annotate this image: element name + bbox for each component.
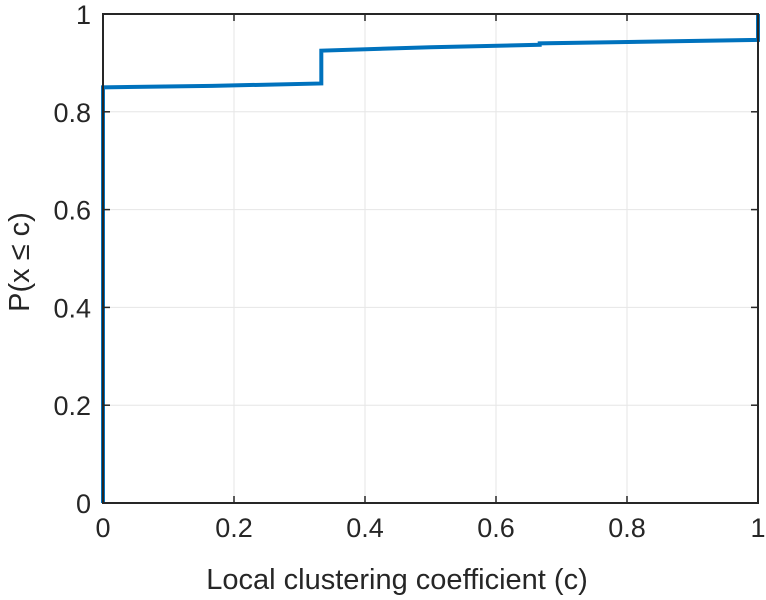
y-tick-label: 0.8 xyxy=(53,98,91,128)
x-tick-label: 0.8 xyxy=(608,513,646,543)
y-axis-label: P(x ≤ c) xyxy=(4,212,36,312)
x-tick-label: 0 xyxy=(95,513,110,543)
x-tick-label: 1 xyxy=(750,513,765,543)
x-tick-label: 0.4 xyxy=(346,513,384,543)
cdf-series-line xyxy=(101,14,760,503)
y-tick-label: 0 xyxy=(76,489,91,519)
x-axis-label: Local clustering coefficient (c) xyxy=(206,564,587,596)
x-tick-label: 0.2 xyxy=(215,513,253,543)
plot-frame xyxy=(102,13,759,504)
y-tick-label: 0.6 xyxy=(53,196,91,226)
axes xyxy=(102,13,759,504)
series-layer xyxy=(101,14,760,503)
x-tick-labels: 0 0.2 0.4 0.6 0.8 1 xyxy=(95,513,765,543)
x-tick-label: 0.6 xyxy=(477,513,515,543)
y-tick-label: 0.2 xyxy=(53,391,91,421)
y-tick-label: 0.4 xyxy=(53,293,91,323)
y-tick-labels: 0 0.2 0.4 0.6 0.8 1 xyxy=(53,0,91,519)
y-tick-label: 1 xyxy=(76,0,91,30)
